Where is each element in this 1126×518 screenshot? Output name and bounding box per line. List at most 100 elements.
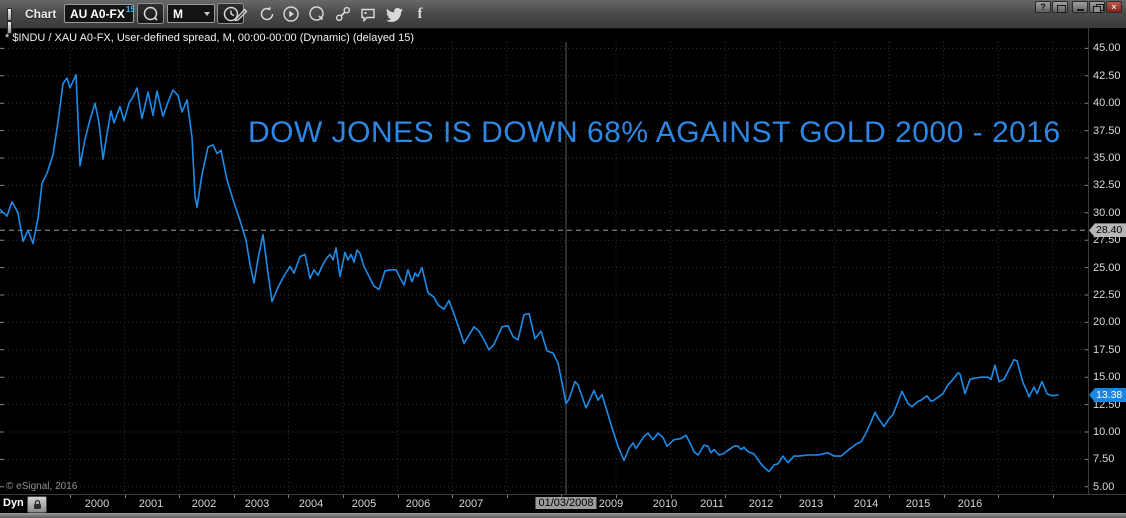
- symbol-value: AU A0-FX: [70, 6, 125, 21]
- x-axis-tick: [124, 495, 126, 498]
- speech-bubble-icon: [361, 8, 375, 23]
- x-axis-tick: [616, 495, 617, 498]
- x-axis-label: 2012: [748, 498, 774, 510]
- y-axis-label: 40.00: [1093, 97, 1121, 110]
- help-button[interactable]: ?: [1035, 1, 1051, 13]
- restore-button[interactable]: [1089, 1, 1105, 13]
- axis-edge-ticks: [0, 47, 1089, 488]
- price-chart-plot-area[interactable]: [0, 28, 1089, 495]
- x-axis-tick: [233, 495, 235, 498]
- interval-combobox[interactable]: M: [167, 4, 215, 23]
- play-icon: [283, 6, 299, 22]
- symbol-delay-badge: 15: [125, 5, 135, 14]
- x-axis-label: 2006: [405, 498, 431, 510]
- x-axis-label: 2015: [905, 498, 931, 510]
- x-axis-tick: [70, 495, 71, 498]
- last-price-tag: 13.38: [1089, 387, 1126, 402]
- magnifier-icon: [143, 6, 158, 21]
- pencil-icon: [234, 8, 248, 22]
- x-axis-label: 2016: [957, 498, 983, 510]
- horizontal-gridlines: [0, 47, 1089, 488]
- x-axis-tick: [397, 495, 399, 498]
- time-template-button[interactable]: [217, 3, 244, 24]
- copyright-text: © eSignal, 2016: [6, 481, 78, 492]
- x-axis-tick: [670, 495, 672, 498]
- dyn-label: Dyn: [3, 497, 24, 509]
- lock-scale-button[interactable]: [27, 496, 47, 513]
- chevron-down-icon[interactable]: [204, 12, 210, 16]
- x-axis-tick: [179, 495, 181, 498]
- annotation-text: DOW JONES IS DOWN 68% AGAINST GOLD 2000 …: [248, 116, 1061, 149]
- y-axis-label: 5.00: [1093, 480, 1115, 493]
- chart-window-icon: [7, 8, 19, 34]
- link-icon: [335, 6, 351, 22]
- x-axis-label: 2001: [138, 498, 164, 510]
- refresh-button[interactable]: [257, 4, 277, 24]
- refresh-icon: [260, 6, 274, 21]
- y-axis-label: 10.00: [1093, 426, 1121, 438]
- playback-button[interactable]: [281, 4, 301, 24]
- y-axis-label: 30.00: [1093, 206, 1121, 219]
- x-axis-tick: [779, 495, 781, 498]
- y-axis-label: 15.00: [1093, 371, 1121, 384]
- magnifier-q-icon: [309, 6, 324, 21]
- y-axis[interactable]: 28.40 13.38 45.00 42.50 40.00 37.50 35.00 32.…: [1088, 28, 1126, 495]
- x-axis-label: 2004: [298, 498, 324, 510]
- symbol-search-button[interactable]: [137, 3, 164, 24]
- zoom-button[interactable]: [307, 4, 327, 24]
- link-button[interactable]: [333, 4, 353, 24]
- x-axis-tick: [834, 495, 836, 498]
- dock-icon: [1057, 5, 1066, 13]
- x-axis-label: 2007: [458, 498, 484, 510]
- window-title: Chart: [25, 7, 57, 21]
- x-axis-tick: [725, 495, 727, 498]
- x-axis-label: 2010: [652, 498, 678, 510]
- x-axis-tick: [452, 495, 454, 498]
- y-axis-label: 17.50: [1093, 343, 1121, 356]
- x-axis-tick: [1052, 495, 1054, 498]
- interval-value: M: [173, 6, 183, 21]
- draw-tool-button[interactable]: [231, 4, 251, 24]
- x-axis-tick: [943, 495, 945, 498]
- y-axis-label: 32.50: [1093, 179, 1121, 192]
- vertical-gridlines: [69, 42, 1054, 494]
- y-axis-label: 45.00: [1093, 42, 1121, 55]
- x-axis-label: 2005: [351, 498, 377, 510]
- x-axis-label: 2014: [853, 498, 879, 510]
- x-axis-tick: [561, 495, 563, 498]
- x-axis-label: 2009: [598, 498, 624, 510]
- comment-button[interactable]: [358, 4, 378, 24]
- y-axis-label: 42.50: [1093, 69, 1121, 82]
- prev-close-tag: 28.40: [1089, 223, 1126, 238]
- facebook-button[interactable]: f: [410, 4, 430, 24]
- toolbar: Chart AU A0-FX 15 M: [0, 0, 1126, 34]
- x-axis-tick: [506, 495, 508, 498]
- x-axis[interactable]: Dyn 2000 2001 2002 2003 2004 2005 2006 2007 01/0…: [0, 494, 1126, 513]
- x-axis-tick: [288, 495, 290, 498]
- twitter-icon: [385, 7, 403, 22]
- x-axis-label: 2002: [191, 498, 217, 510]
- minimize-icon: [1077, 9, 1084, 11]
- x-axis-label: 2011: [700, 498, 724, 510]
- price-line: [0, 73, 1059, 473]
- x-axis-label: 2013: [798, 498, 824, 510]
- minimize-button[interactable]: [1072, 1, 1088, 13]
- x-axis-tick: [998, 495, 1000, 498]
- x-axis-tick: [889, 495, 890, 498]
- y-axis-label: 25.00: [1093, 261, 1121, 274]
- y-axis-label: 20.00: [1093, 316, 1121, 329]
- twitter-button[interactable]: [384, 4, 404, 24]
- y-axis-label: 22.50: [1093, 289, 1121, 301]
- symbol-combobox[interactable]: AU A0-FX 15: [64, 4, 145, 23]
- y-axis-label: 37.50: [1093, 124, 1121, 137]
- dock-button[interactable]: [1052, 1, 1068, 13]
- y-axis-label: 7.50: [1093, 453, 1115, 466]
- y-axis-label: 35.00: [1093, 152, 1121, 164]
- x-axis-label: 2003: [244, 498, 270, 510]
- close-button[interactable]: ×: [1106, 1, 1122, 13]
- clock-icon: [223, 6, 238, 21]
- chart-legend: * $INDU / XAU A0-FX, User-defined spread…: [5, 32, 415, 44]
- selected-date-label: 01/03/2008: [535, 497, 597, 509]
- window-controls: ? ×: [1034, 1, 1122, 14]
